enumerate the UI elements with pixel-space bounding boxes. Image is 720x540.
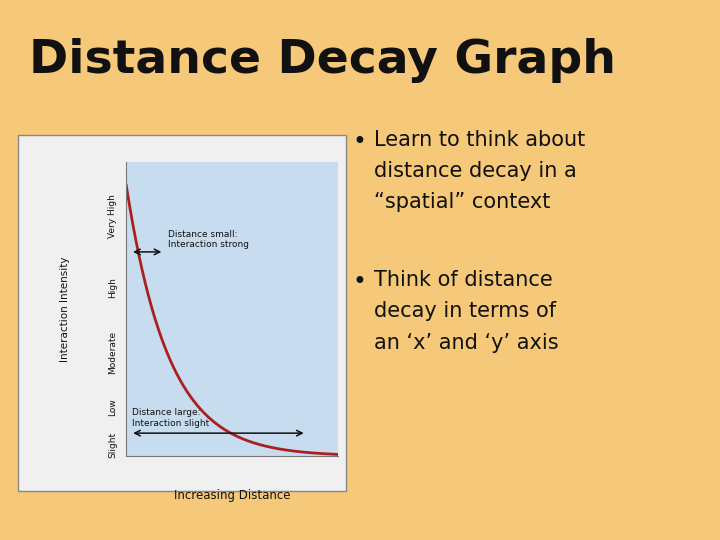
Text: Distance small:
Interaction strong: Distance small: Interaction strong [168,230,249,249]
Text: Think of distance: Think of distance [374,270,553,290]
Text: Slight: Slight [108,433,117,458]
Text: “spatial” context: “spatial” context [374,192,551,212]
Text: Interaction Intensity: Interaction Intensity [60,256,70,362]
Text: Very High: Very High [108,194,117,239]
Text: distance decay in a: distance decay in a [374,161,577,181]
Text: •: • [353,130,366,153]
Text: •: • [353,270,366,294]
Text: an ‘x’ and ‘y’ axis: an ‘x’ and ‘y’ axis [374,333,559,353]
Text: Increasing Distance: Increasing Distance [174,489,290,502]
Text: High: High [108,277,117,298]
Text: Distance Decay Graph: Distance Decay Graph [29,38,616,83]
Text: decay in terms of: decay in terms of [374,301,557,321]
Text: Distance large:
Interaction slight: Distance large: Interaction slight [132,408,210,428]
Text: Moderate: Moderate [108,331,117,374]
Text: Learn to think about: Learn to think about [374,130,585,150]
Text: Low: Low [108,399,117,416]
